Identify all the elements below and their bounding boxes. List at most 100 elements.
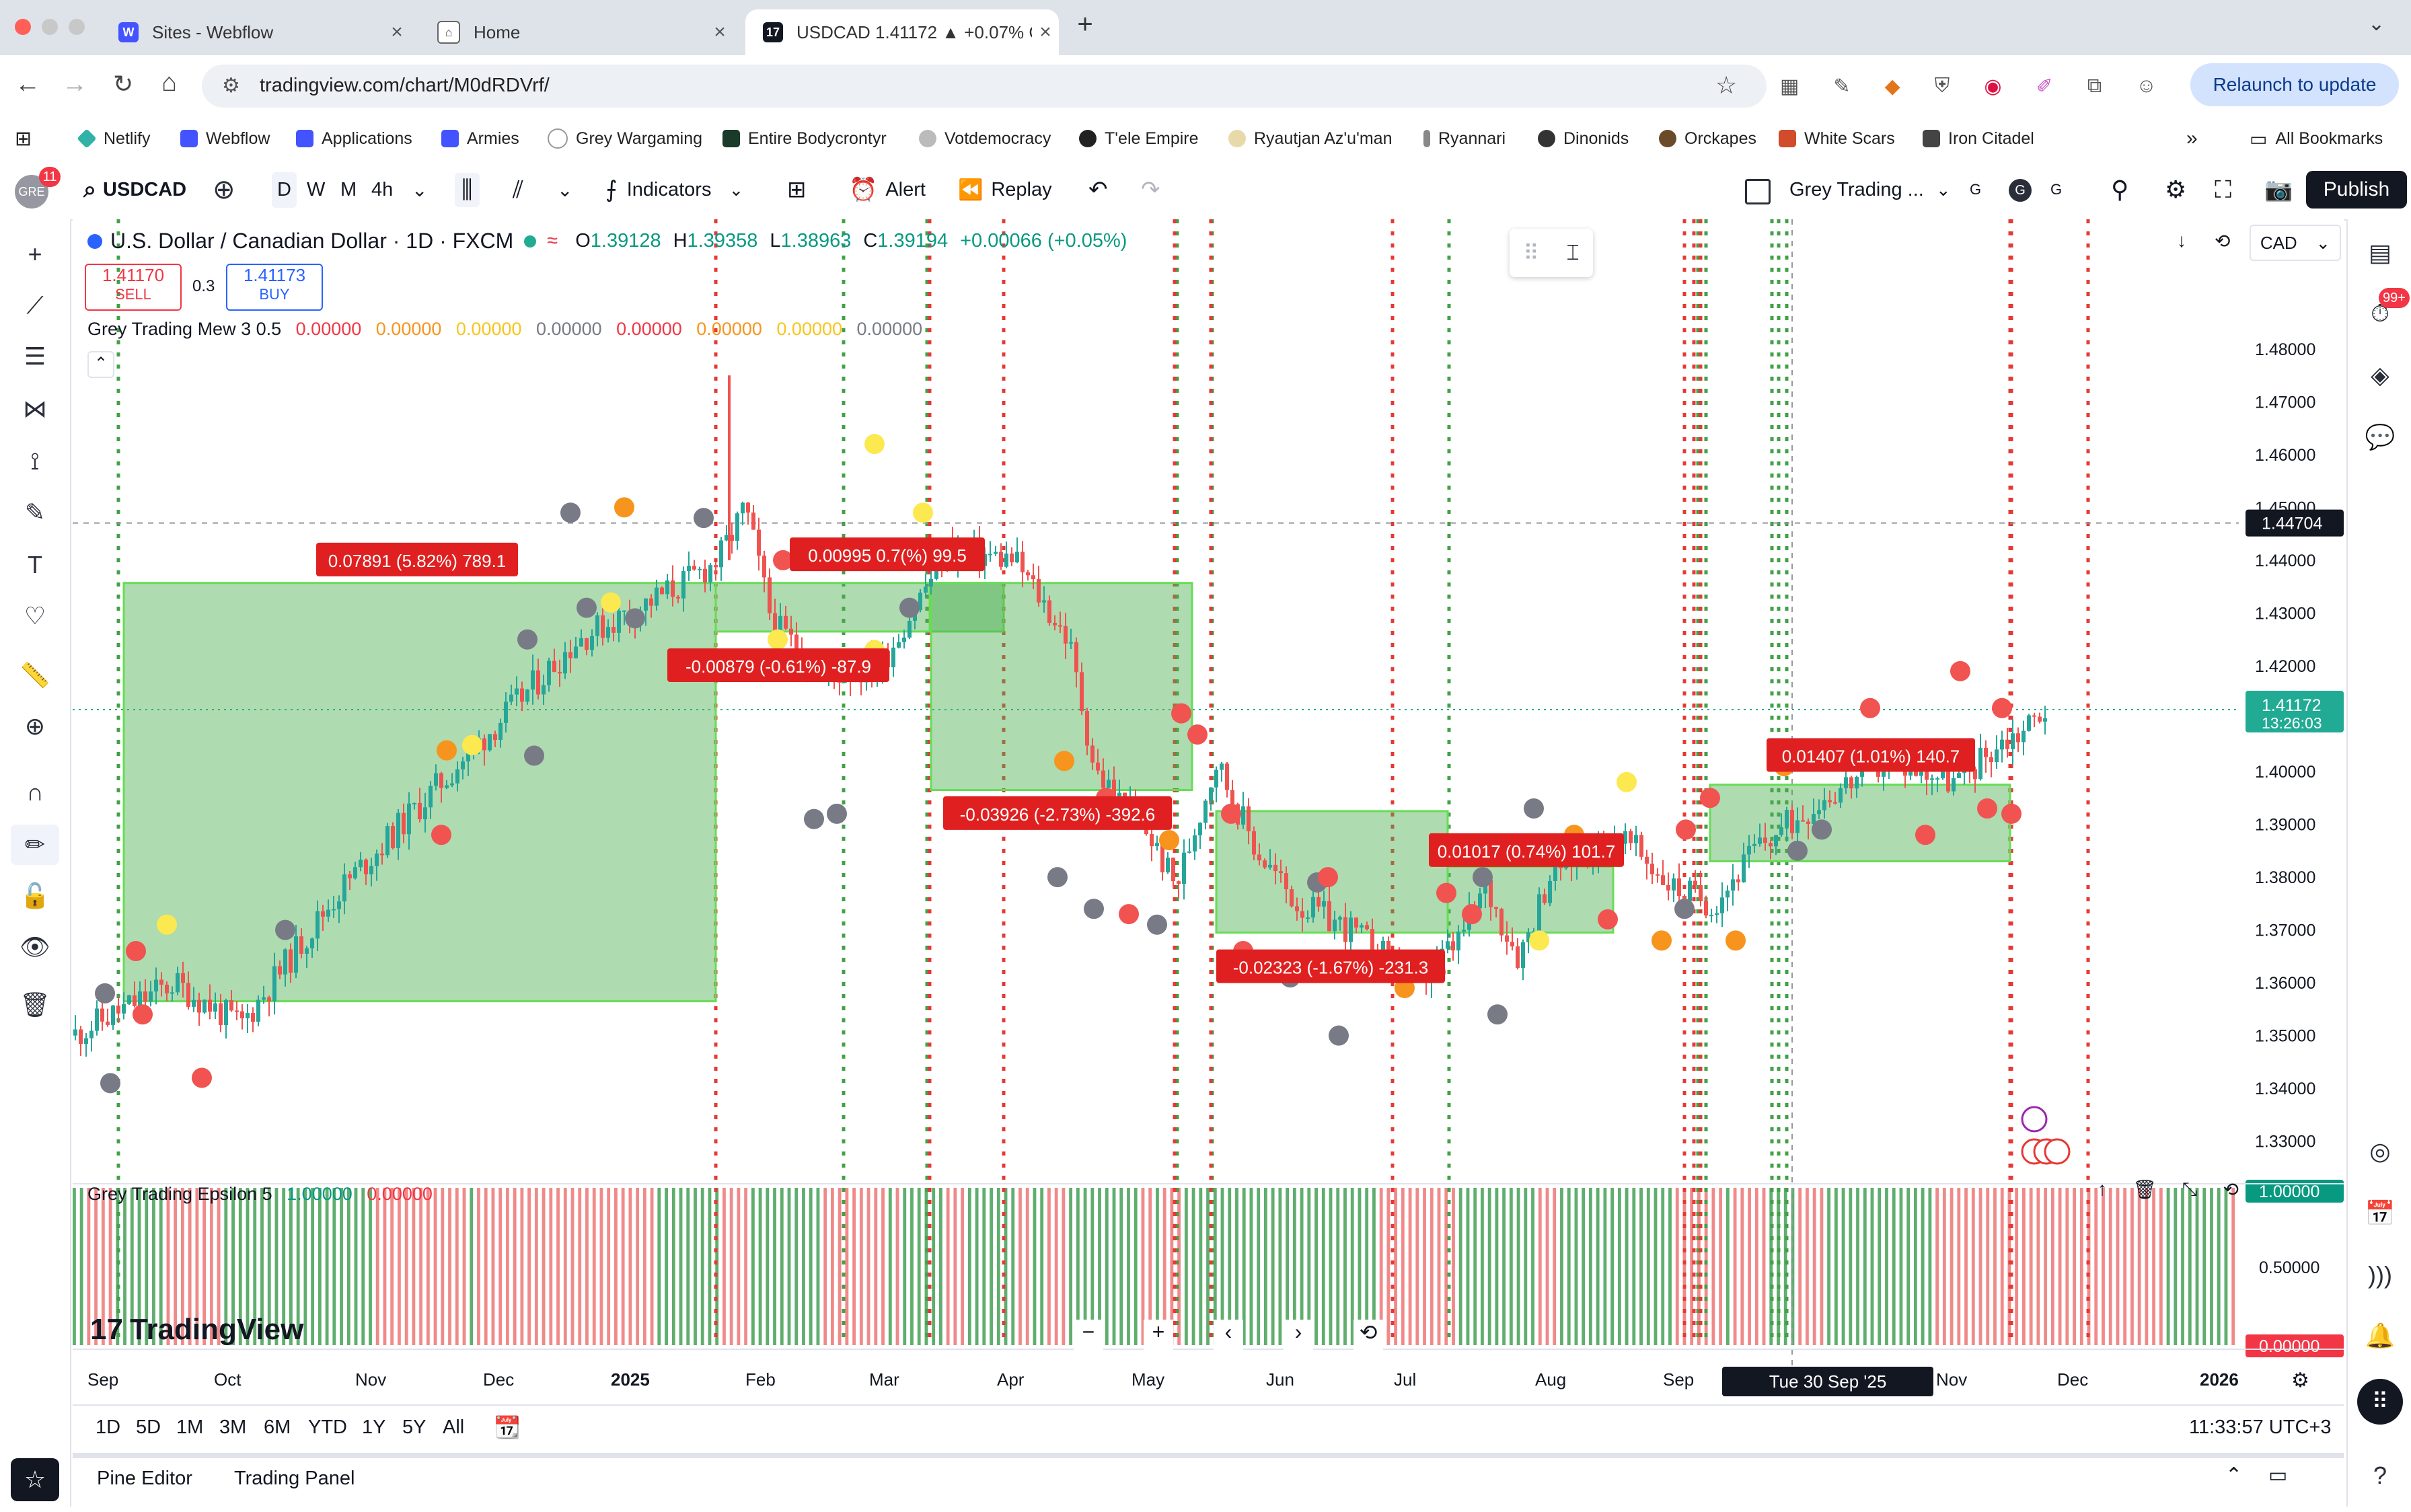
help-icon[interactable]: ? [2373,1462,2387,1489]
close-window-button[interactable] [15,19,31,35]
stay-drawing-icon[interactable]: ✏ [11,825,59,865]
chart-type-icon[interactable]: ⫽ [513,175,524,203]
lock-icon[interactable]: 🔓 [20,882,50,909]
indicator-legend-mew[interactable]: Grey Trading Mew 3 0.5 0.00000 0.00000 0… [87,319,923,339]
g-icon[interactable]: G [1970,181,1982,198]
new-tab-icon[interactable]: + [1077,9,1093,39]
trading-panel-tab[interactable]: Trading Panel [234,1468,355,1489]
browser-tab-active[interactable]: 17 USDCAD 1.41172 ▲ +0.07% G × [745,9,1059,55]
extension-icon[interactable]: ▦ [1780,75,1800,98]
compare-symbol-icon[interactable]: ⊕ [213,175,235,204]
interval-4h[interactable]: 4h [371,178,394,200]
candles-icon[interactable]: ⫼ [455,160,480,219]
zoom-in-icon[interactable]: + [1144,1320,1173,1357]
more-bookmarks-icon[interactable]: » [2186,127,2198,149]
fullscreen-icon[interactable]: ⛶ [2215,175,2232,203]
apps-grid-icon[interactable]: ⠿ [2357,1379,2403,1425]
heart-icon[interactable]: ♡ [24,602,46,630]
range-3m[interactable]: 3M [219,1416,247,1438]
chart-area[interactable]: 0.07891 (5.82%) 789.1 0.00995 0.7(%) 99.5… [73,219,2344,1404]
eye-icon[interactable]: 👁 [20,933,50,960]
collapse-icon[interactable]: ⤡ [2182,1178,2198,1199]
avatar[interactable]: GRE [15,175,48,209]
bookmark-tele-empire[interactable]: T'ele Empire [1079,117,1199,160]
bookmark-entire-bodycrontyr[interactable]: Entire Bodycrontyr [722,117,887,160]
alert-button[interactable]: ⏰ Alert [849,177,926,202]
refresh-icon[interactable]: ⟲ [2223,1179,2239,1200]
zoom-window-button[interactable] [69,19,85,35]
range-1d[interactable]: 1D [96,1416,121,1438]
pattern-icon[interactable]: ⋈ [23,395,47,422]
minimize-window-button[interactable] [42,19,58,35]
bookmark-ryannari[interactable]: Ryannari [1423,117,1506,160]
site-info-icon[interactable]: ⚙ [222,75,240,97]
scroll-right-icon[interactable]: › [1284,1320,1313,1357]
trash-icon[interactable]: 🗑 [20,991,50,1018]
chevron-up-icon[interactable]: ⌃ [2225,1464,2243,1486]
arrow-up-icon[interactable]: ↑ [2098,1178,2107,1199]
templates-icon[interactable]: ⊞ [787,177,807,202]
home-icon[interactable]: ⌂ [161,69,177,97]
bookmark-netlify[interactable]: Netlify [77,117,150,160]
interval-w[interactable]: W [307,178,326,200]
text-icon[interactable]: T [28,551,42,578]
close-tab-icon[interactable]: × [1039,21,1051,43]
bookmark-white-scars[interactable]: White Scars [1779,117,1895,160]
calendar-icon[interactable]: 📅 [2365,1199,2396,1227]
undo-icon[interactable]: ↶ [1088,177,1108,202]
range-all[interactable]: All [443,1416,465,1438]
currency-select[interactable]: CAD ⌄ [2250,225,2341,261]
publish-button[interactable]: Publish [2306,171,2407,209]
bookmark-ryautjan[interactable]: Ryautjan Az'u'man [1228,117,1393,160]
date-range-icon[interactable]: 📆 [494,1415,521,1439]
replay-button[interactable]: ⏪ Replay [958,178,1052,201]
address-bar[interactable]: ⚙ tradingview.com/chart/M0dRDVrf/ ☆ [202,65,1767,108]
symbol-search[interactable]: ⌕ USDCAD [83,176,187,202]
crosshair-icon[interactable]: + [28,240,42,268]
buy-button[interactable]: 1.41173 BUY [226,264,323,311]
maximize-panel-icon[interactable]: ▭ [2268,1464,2288,1486]
gauge-icon[interactable]: ◎ [2369,1137,2391,1165]
indicator-legend-epsilon[interactable]: Grey Trading Epsilon 5 1.00000 0.00000 [87,1184,433,1204]
timezone-clock[interactable]: 11:33:57 UTC+3 [2189,1416,2332,1438]
browser-tab[interactable]: ⌂ Home × [420,9,733,55]
profile-icon[interactable]: ☺ [2136,75,2157,97]
ruler-icon[interactable]: 📏 [20,661,50,689]
zoom-in-icon[interactable]: ⊕ [24,712,46,740]
projection-icon[interactable]: ⟟ [30,447,40,475]
price-chart[interactable]: 0.07891 (5.82%) 789.1 0.00995 0.7(%) 99.5… [73,219,2344,1404]
relaunch-button[interactable]: Relaunch to update [2190,63,2399,106]
layers-icon[interactable]: ◈ [2371,361,2389,389]
g-icon[interactable]: G [2050,181,2063,198]
bookmark-star-icon[interactable]: ☆ [1715,71,1738,99]
range-6m[interactable]: 6M [264,1416,291,1438]
bookmark-applications[interactable]: Applications [296,117,412,160]
range-1m[interactable]: 1M [176,1416,204,1438]
watchlist-icon[interactable]: ▤ [2368,239,2391,266]
reset-chart-icon[interactable]: ⟲ [1353,1320,1383,1357]
chat-icon[interactable]: 💬 [2365,423,2396,451]
metamask-icon[interactable]: ◆ [1884,75,1900,98]
scroll-left-icon[interactable]: ‹ [1214,1320,1243,1357]
bookmark-iron-citadel[interactable]: Iron Citadel [1923,117,2034,160]
measure-icon[interactable]: ⌶ [1566,240,1580,264]
camera-icon[interactable]: 📷 [2264,177,2293,202]
interval-m[interactable]: M [340,178,357,200]
refresh-icon[interactable]: ⟲ [2215,231,2231,252]
range-5d[interactable]: 5D [136,1416,161,1438]
close-tab-icon[interactable]: × [714,21,726,43]
bookmark-orckapes[interactable]: Orckapes [1659,117,1756,160]
layout-checkbox[interactable] [1745,179,1771,204]
browser-tab[interactable]: W Sites - Webflow × [101,9,410,55]
trash-icon[interactable]: 🗑 [2132,1179,2157,1200]
shield-icon[interactable]: ⛨ [1934,75,1950,97]
brush-icon[interactable]: ✎ [24,498,46,526]
apps-grid-icon[interactable]: ⊞ [15,127,32,150]
fib-icon[interactable]: ☰ [24,342,46,370]
broadcast-icon[interactable]: ))) [2368,1261,2392,1289]
floating-drawing-toolbar[interactable]: ⠿ ⌶ [1510,229,1593,277]
extension-icon[interactable]: ✐ [2036,75,2053,98]
g-icon[interactable]: G [2009,179,2032,202]
close-tab-icon[interactable]: × [391,21,403,43]
puzzle-icon[interactable]: ⧉ [2087,75,2102,97]
